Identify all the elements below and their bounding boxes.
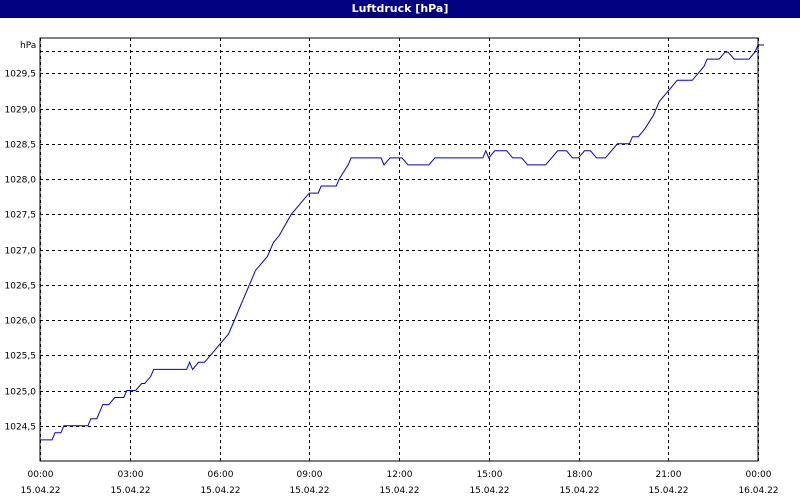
x-tick-time-label: 12:00 <box>387 470 413 480</box>
y-tick-label: 1026,0 <box>5 317 37 327</box>
x-tick-time-label: 03:00 <box>118 470 144 480</box>
x-tick-time-label: 18:00 <box>567 470 593 480</box>
x-tick-date-label: 15.04.22 <box>289 486 329 496</box>
y-tick-label: 1027,0 <box>5 247 37 257</box>
x-tick-date-label: 15.04.22 <box>648 486 688 496</box>
chart-title: Luftdruck [hPa] <box>0 0 800 18</box>
y-tick-label: 1029,5 <box>5 70 37 80</box>
x-tick-date-label: 15.04.22 <box>200 486 240 496</box>
y-tick-label: 1025,5 <box>5 352 37 362</box>
x-tick-date-label: 15.04.22 <box>469 486 509 496</box>
x-tick-time-label: 21:00 <box>656 470 682 480</box>
x-tick-time-label: 00:00 <box>746 470 772 480</box>
y-tick-label: 1027,5 <box>5 211 37 221</box>
pressure-series-line <box>40 44 764 441</box>
y-axis-unit-label: hPa <box>20 41 36 51</box>
plot-area <box>39 37 759 462</box>
y-tick-label: 1028,0 <box>5 176 37 186</box>
x-tick-time-label: 00:00 <box>28 470 54 480</box>
y-tick-label: 1025,0 <box>5 388 37 398</box>
x-tick-date-label: 15.04.22 <box>110 486 150 496</box>
x-tick-date-label: 15.04.22 <box>559 486 599 496</box>
y-tick-label: 1029,0 <box>5 106 37 116</box>
x-tick-time-label: 06:00 <box>208 470 234 480</box>
x-tick-time-label: 15:00 <box>477 470 503 480</box>
x-tick-date-label: 16.04.22 <box>738 486 778 496</box>
y-tick-label: 1024,5 <box>5 423 37 433</box>
x-tick-time-label: 09:00 <box>297 470 323 480</box>
y-tick-label: 1026,5 <box>5 282 37 292</box>
x-tick-date-label: 15.04.22 <box>20 486 60 496</box>
x-tick-date-label: 15.04.22 <box>379 486 419 496</box>
y-tick-label: 1028,5 <box>5 141 37 151</box>
